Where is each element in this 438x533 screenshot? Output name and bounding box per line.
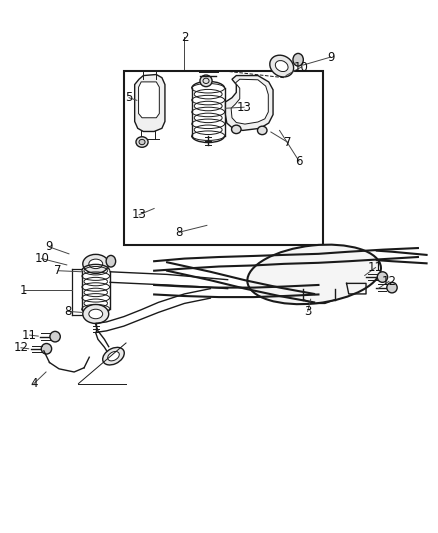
Ellipse shape	[377, 272, 388, 282]
Text: 10: 10	[294, 61, 309, 74]
Text: 11: 11	[22, 328, 37, 342]
Ellipse shape	[50, 332, 60, 342]
Ellipse shape	[276, 61, 288, 71]
Text: 11: 11	[368, 261, 383, 274]
Text: 6: 6	[295, 155, 303, 167]
Ellipse shape	[258, 126, 267, 135]
Text: 7: 7	[54, 264, 62, 277]
Ellipse shape	[102, 348, 124, 365]
Text: 12: 12	[381, 275, 396, 288]
Text: 7: 7	[284, 136, 292, 149]
Ellipse shape	[106, 255, 116, 267]
Ellipse shape	[232, 125, 241, 134]
Ellipse shape	[41, 343, 52, 354]
Text: 3: 3	[304, 305, 311, 318]
Polygon shape	[226, 76, 273, 131]
Bar	[124, 71, 323, 245]
Text: 8: 8	[64, 305, 71, 318]
Ellipse shape	[293, 53, 304, 66]
Ellipse shape	[136, 137, 148, 147]
Ellipse shape	[139, 140, 145, 144]
Polygon shape	[231, 79, 268, 124]
Text: 9: 9	[46, 240, 53, 254]
Text: 4: 4	[30, 377, 38, 390]
Text: 13: 13	[131, 208, 146, 221]
Ellipse shape	[89, 259, 102, 269]
Ellipse shape	[89, 309, 102, 319]
Polygon shape	[138, 82, 159, 118]
Text: 9: 9	[327, 51, 334, 63]
Text: 10: 10	[34, 252, 49, 265]
Ellipse shape	[247, 245, 381, 304]
Text: 1: 1	[20, 284, 27, 297]
Text: 5: 5	[125, 91, 133, 104]
Ellipse shape	[83, 304, 109, 324]
Polygon shape	[134, 75, 165, 132]
Text: 8: 8	[176, 225, 183, 239]
Ellipse shape	[108, 351, 119, 361]
Ellipse shape	[270, 55, 293, 77]
Ellipse shape	[83, 254, 109, 273]
Ellipse shape	[200, 75, 212, 87]
Text: 13: 13	[237, 101, 251, 114]
Text: 2: 2	[180, 30, 188, 44]
Ellipse shape	[387, 282, 397, 293]
Text: 12: 12	[14, 341, 28, 354]
